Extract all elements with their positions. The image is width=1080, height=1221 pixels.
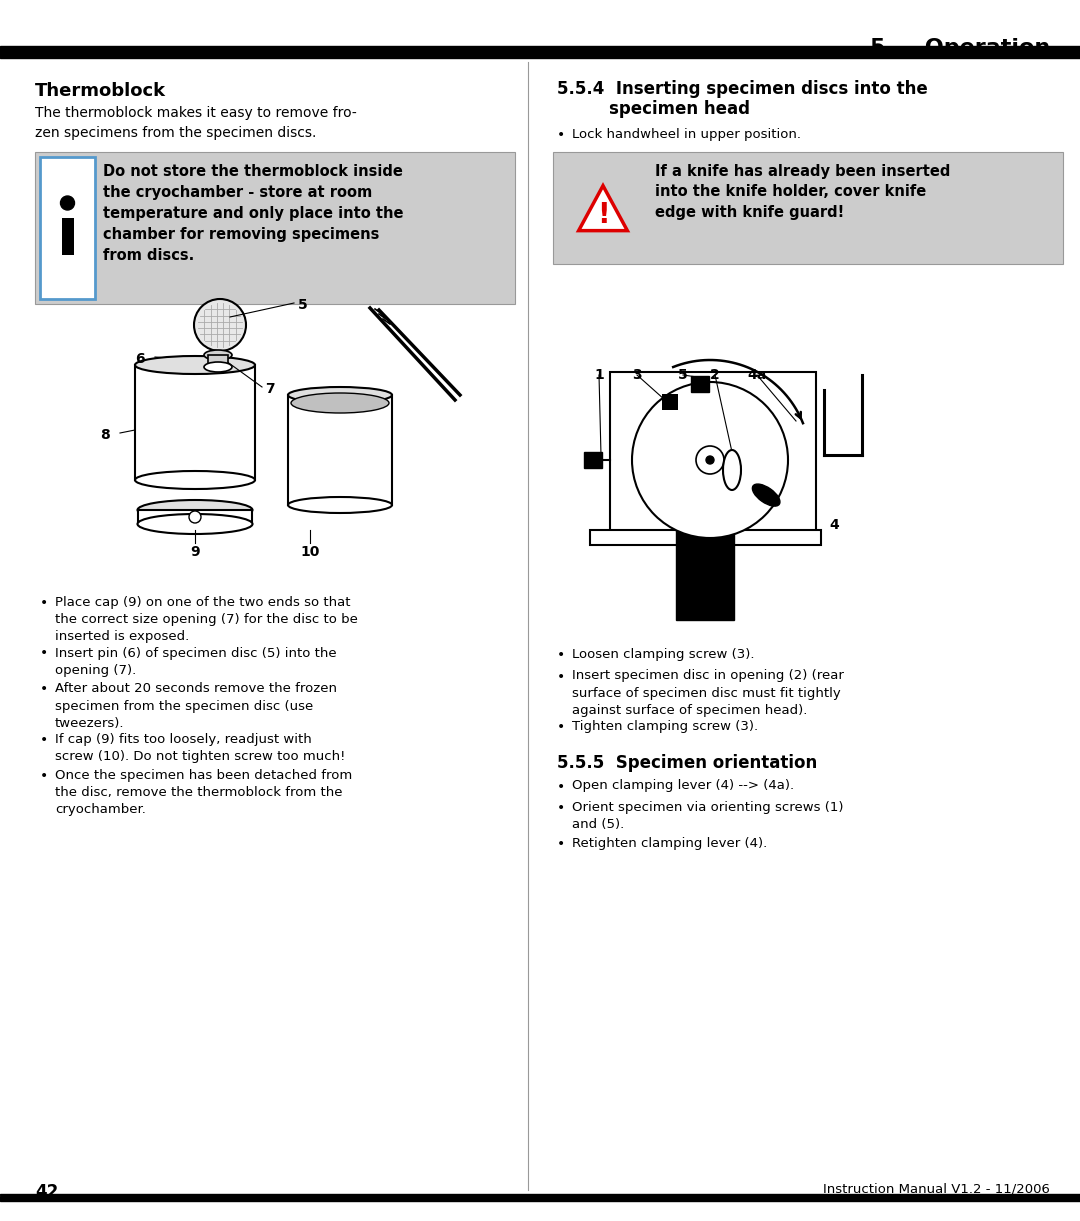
Polygon shape — [62, 219, 73, 255]
Bar — [0, 1193, 1080, 1195]
Circle shape — [706, 455, 714, 464]
Ellipse shape — [135, 471, 255, 488]
Text: 5.5.5  Specimen orientation: 5.5.5 Specimen orientation — [557, 753, 818, 772]
Text: •: • — [557, 838, 565, 851]
Text: Open clamping lever (4) --> (4a).: Open clamping lever (4) --> (4a). — [572, 779, 794, 792]
Ellipse shape — [288, 497, 392, 513]
Bar — [691, 376, 708, 392]
Text: Orient specimen via orienting screws (1)
and (5).: Orient specimen via orienting screws (1)… — [572, 801, 843, 832]
Text: •: • — [557, 720, 565, 734]
Text: 1: 1 — [594, 368, 604, 382]
Ellipse shape — [288, 387, 392, 403]
Bar — [685, 545, 725, 563]
Text: •: • — [557, 779, 565, 794]
Text: •: • — [40, 733, 49, 747]
Text: 5: 5 — [678, 368, 688, 382]
Ellipse shape — [137, 514, 253, 534]
Circle shape — [60, 197, 75, 210]
Ellipse shape — [135, 357, 255, 374]
Circle shape — [194, 299, 246, 350]
Circle shape — [696, 446, 724, 474]
Bar — [676, 530, 734, 620]
Text: •: • — [40, 596, 49, 610]
Text: •: • — [557, 648, 565, 662]
Text: Retighten clamping lever (4).: Retighten clamping lever (4). — [572, 838, 767, 850]
Ellipse shape — [291, 393, 389, 413]
Text: 6: 6 — [135, 352, 145, 366]
Text: 5.5.4  Inserting specimen discs into the: 5.5.4 Inserting specimen discs into the — [557, 81, 928, 98]
Ellipse shape — [204, 350, 232, 360]
Bar — [0, 48, 1080, 59]
Polygon shape — [662, 393, 678, 410]
Bar — [0, 46, 1080, 50]
Text: •: • — [40, 769, 49, 783]
Text: Instruction Manual V1.2 - 11/2006: Instruction Manual V1.2 - 11/2006 — [823, 1183, 1050, 1197]
Bar — [138, 510, 252, 524]
Text: 2: 2 — [711, 368, 720, 382]
Text: The thermoblock makes it easy to remove fro-
zen specimens from the specimen dis: The thermoblock makes it easy to remove … — [35, 106, 356, 139]
Text: 5: 5 — [298, 298, 308, 313]
Text: !: ! — [596, 201, 609, 230]
Bar — [288, 396, 392, 505]
Ellipse shape — [753, 484, 780, 507]
Text: If a knife has already been inserted
into the knife holder, cover knife
edge wit: If a knife has already been inserted int… — [654, 164, 950, 220]
Bar — [0, 1197, 1080, 1201]
Bar — [590, 530, 821, 545]
Bar — [584, 452, 602, 468]
Text: Insert specimen disc in opening (2) (rear
surface of specimen disc must fit tigh: Insert specimen disc in opening (2) (rea… — [572, 669, 843, 717]
Ellipse shape — [204, 361, 232, 372]
Text: 7: 7 — [265, 382, 274, 396]
Bar — [40, 158, 95, 299]
Text: 9: 9 — [190, 545, 200, 559]
Bar — [610, 372, 816, 535]
Text: Place cap (9) on one of the two ends so that
the correct size opening (7) for th: Place cap (9) on one of the two ends so … — [55, 596, 357, 643]
Text: Once the specimen has been detached from
the disc, remove the thermoblock from t: Once the specimen has been detached from… — [55, 769, 352, 817]
Text: Lock handwheel in upper position.: Lock handwheel in upper position. — [572, 128, 801, 140]
Text: •: • — [40, 646, 49, 661]
Text: Insert pin (6) of specimen disc (5) into the
opening (7).: Insert pin (6) of specimen disc (5) into… — [55, 646, 337, 676]
Text: After about 20 seconds remove the frozen
specimen from the specimen disc (use
tw: After about 20 seconds remove the frozen… — [55, 683, 337, 730]
Text: specimen head: specimen head — [609, 100, 750, 118]
Bar — [215, 352, 225, 374]
Text: If cap (9) fits too loosely, readjust with
screw (10). Do not tighten screw too : If cap (9) fits too loosely, readjust wi… — [55, 733, 346, 763]
Text: •: • — [557, 801, 565, 814]
Text: Tighten clamping screw (3).: Tighten clamping screw (3). — [572, 720, 758, 733]
Text: 8: 8 — [100, 429, 110, 442]
Ellipse shape — [137, 501, 253, 520]
Bar — [208, 355, 228, 368]
Circle shape — [632, 382, 788, 538]
Bar — [553, 151, 1063, 264]
Text: 4: 4 — [829, 518, 839, 532]
Polygon shape — [579, 186, 627, 231]
Circle shape — [189, 512, 201, 523]
Text: 42: 42 — [35, 1183, 58, 1201]
Text: Loosen clamping screw (3).: Loosen clamping screw (3). — [572, 648, 755, 661]
Text: •: • — [40, 683, 49, 696]
Text: Thermoblock: Thermoblock — [35, 82, 166, 100]
Text: 4a: 4a — [747, 368, 767, 382]
Ellipse shape — [723, 451, 741, 490]
Text: •: • — [557, 669, 565, 684]
Text: •: • — [557, 128, 565, 142]
Bar — [35, 151, 515, 304]
Text: 3: 3 — [632, 368, 642, 382]
Text: Do not store the thermoblock inside
the cryochamber - store at room
temperature : Do not store the thermoblock inside the … — [103, 164, 404, 263]
Bar — [135, 365, 255, 480]
Text: 10: 10 — [300, 545, 320, 559]
Text: 5.    Operation: 5. Operation — [869, 38, 1050, 59]
